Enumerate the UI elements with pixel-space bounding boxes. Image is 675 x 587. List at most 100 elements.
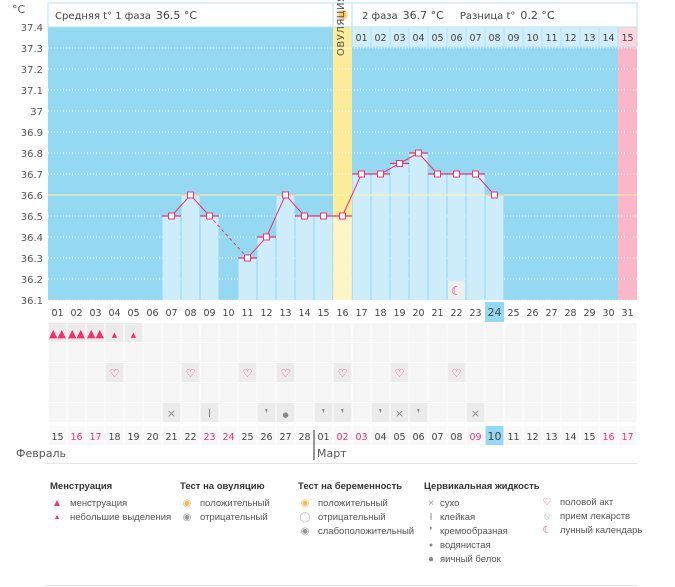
calendar-cell xyxy=(523,426,542,445)
legend-item: менструация xyxy=(70,497,128,509)
phase2-day-label: 06 xyxy=(450,33,462,44)
entry-cell xyxy=(428,403,447,422)
temperature-segment xyxy=(266,194,286,238)
temperature-point xyxy=(263,233,270,241)
ovulation-positive-icon: ◉ xyxy=(182,497,192,509)
entry-cell xyxy=(618,323,637,342)
entry-cell xyxy=(504,323,523,342)
entry-cell xyxy=(371,343,390,362)
phase2-summary: 2 фаза 36.7 °C Разница t° 0.2 °C xyxy=(362,9,555,22)
creamy-icon: ❜ xyxy=(341,407,345,420)
heart-icon: ♡ xyxy=(338,367,348,380)
phase2-day-label: 05 xyxy=(431,33,443,44)
entry-cell xyxy=(48,383,67,402)
diff-label: Разница t° xyxy=(460,11,516,22)
calendar-cell xyxy=(48,426,67,445)
entry-cell xyxy=(599,383,618,402)
calendar-date-label: 06 xyxy=(412,432,424,443)
legend-item: прием лекарств xyxy=(560,510,631,522)
ovulation-sun-icon xyxy=(337,9,348,21)
cycle-day-label: 04 xyxy=(108,308,120,319)
entry-cell xyxy=(333,323,352,342)
entry-cell xyxy=(390,383,409,402)
entry-cell xyxy=(67,383,86,402)
entry-cell xyxy=(599,403,618,422)
entry-cell xyxy=(314,363,333,382)
entry-cell xyxy=(48,363,67,382)
entry-cell xyxy=(542,403,561,422)
heart-icon: ♡ xyxy=(186,367,196,380)
entry-cell xyxy=(219,343,238,362)
heart-icon: ♡ xyxy=(452,367,462,380)
entry-cell xyxy=(86,343,105,362)
legend-title: Тест на овуляцию xyxy=(180,481,265,492)
entry-cell-filled xyxy=(276,403,295,422)
entry-cell xyxy=(580,323,599,342)
divider xyxy=(45,585,637,586)
temperature-point xyxy=(187,191,194,199)
cycle-day-label: 22 xyxy=(450,308,462,319)
entry-cell xyxy=(86,383,105,402)
entry-cell xyxy=(447,383,466,402)
legend-item: сухо xyxy=(440,497,460,509)
entry-cell xyxy=(219,383,238,402)
entry-cell xyxy=(67,343,86,362)
calendar-date-label: 27 xyxy=(279,432,291,443)
temperature-bar xyxy=(276,195,295,300)
phase2-value: 36.7 °C xyxy=(403,9,444,22)
entry-cell xyxy=(542,343,561,362)
phase2-day-label: 09 xyxy=(507,33,519,44)
y-tick-label: 37.3 xyxy=(21,44,43,55)
entry-cell-filled xyxy=(67,323,86,342)
calendar-cell xyxy=(333,426,352,445)
calendar-date-label: 28 xyxy=(298,432,310,443)
calendar-cell xyxy=(181,426,200,445)
month-mar: Март xyxy=(317,447,347,460)
calendar-cell xyxy=(447,426,466,445)
creamy-icon: ❜ xyxy=(429,525,433,537)
dry-icon: × xyxy=(428,497,434,509)
entry-cell xyxy=(561,323,580,342)
legend-item: кремообразная xyxy=(440,525,508,537)
entry-cell xyxy=(67,363,86,382)
entry-cell xyxy=(352,383,371,402)
calendar-date-label: 11 xyxy=(507,432,519,443)
entry-cell-filled xyxy=(86,323,105,342)
y-tick-label: 36.9 xyxy=(21,128,43,139)
cycle-day-label: 09 xyxy=(203,308,215,319)
entry-cell-filled xyxy=(390,403,409,422)
phase2-day-label: 03 xyxy=(393,33,405,44)
cycle-day-label: 23 xyxy=(469,308,481,319)
creamy-icon: ❜ xyxy=(265,407,269,420)
calendar-cell xyxy=(409,426,428,445)
entry-cell xyxy=(257,363,276,382)
calendar-cell xyxy=(561,426,580,445)
temperature-point xyxy=(301,212,308,220)
calendar-date-label: 09 xyxy=(469,432,481,443)
expected-period-column xyxy=(618,27,637,300)
cycle-day-label: 13 xyxy=(279,308,291,319)
calendar-cell xyxy=(504,426,523,445)
entry-cell xyxy=(447,343,466,362)
entry-cell xyxy=(504,343,523,362)
temperature-point xyxy=(320,212,327,220)
temperature-bar xyxy=(371,174,390,300)
calendar-cell xyxy=(276,426,295,445)
entry-cell xyxy=(352,323,371,342)
entry-cell-filled xyxy=(238,363,257,382)
entry-cell xyxy=(618,363,637,382)
legend-item: слабоположительный xyxy=(318,525,415,537)
entry-cell xyxy=(314,343,333,362)
creamy-icon: ❜ xyxy=(322,407,326,420)
entry-cell-filled xyxy=(333,403,352,422)
calendar-cell xyxy=(371,426,390,445)
calendar-date-label: 14 xyxy=(564,432,576,443)
legend-item: лунный календарь xyxy=(560,524,643,536)
entry-cell xyxy=(485,363,504,382)
legend-item: отрицательный xyxy=(318,511,386,523)
legend-item: яичный белок xyxy=(440,553,501,565)
legend-ovulation-test: Тест на овуляцию ◉ положительный ◉ отрицат… xyxy=(180,481,270,524)
calendar-date-label: 19 xyxy=(127,432,139,443)
temperature-point xyxy=(206,212,213,220)
cycle-day-label: 21 xyxy=(431,308,443,319)
